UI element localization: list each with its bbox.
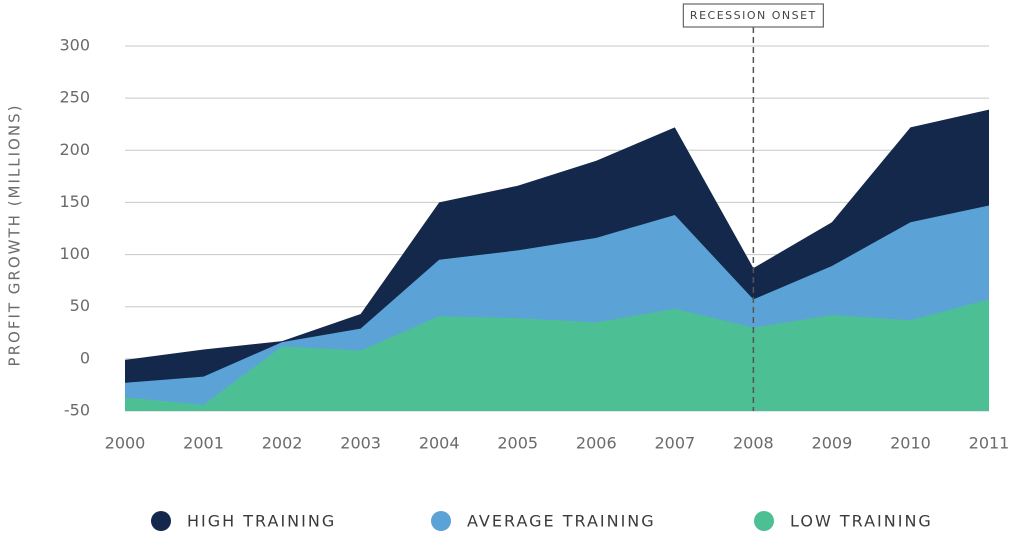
x-tick-label: 2009 xyxy=(812,434,853,453)
x-tick-label: 2004 xyxy=(419,434,460,453)
y-tick-label: 250 xyxy=(59,88,90,107)
legend-swatch xyxy=(754,511,774,531)
x-tick-label: 2006 xyxy=(576,434,617,453)
x-tick-label: 2001 xyxy=(183,434,224,453)
annotation-box xyxy=(682,3,824,28)
y-tick-label: 100 xyxy=(59,244,90,263)
y-tick-label: 200 xyxy=(59,140,90,159)
legend-swatch xyxy=(151,511,171,531)
legend-label: LOW TRAINING xyxy=(790,512,933,531)
legend-label: HIGH TRAINING xyxy=(187,512,336,531)
x-tick-label: 2005 xyxy=(497,434,538,453)
y-tick-label: 150 xyxy=(59,192,90,211)
x-tick-label: 2008 xyxy=(733,434,774,453)
x-tick-label: 2003 xyxy=(340,434,381,453)
y-tick-label: -50 xyxy=(64,401,90,420)
x-tick-label: 2002 xyxy=(262,434,303,453)
area xyxy=(125,299,989,411)
y-tick-label: 0 xyxy=(80,348,90,367)
annotation-text: RECESSION ONSET xyxy=(690,9,817,22)
y-tick-label: 300 xyxy=(59,36,90,55)
legend-label: AVERAGE TRAINING xyxy=(467,512,656,531)
y-tick-label: 50 xyxy=(70,296,90,315)
x-tick-label: 2010 xyxy=(890,434,931,453)
legend-swatch xyxy=(431,511,451,531)
y-axis-title: PROFIT GROWTH (MILLIONS) xyxy=(6,104,24,367)
x-tick-label: 2007 xyxy=(654,434,695,453)
x-tick-label: 2011 xyxy=(969,434,1010,453)
x-tick-label: 2000 xyxy=(105,434,146,453)
